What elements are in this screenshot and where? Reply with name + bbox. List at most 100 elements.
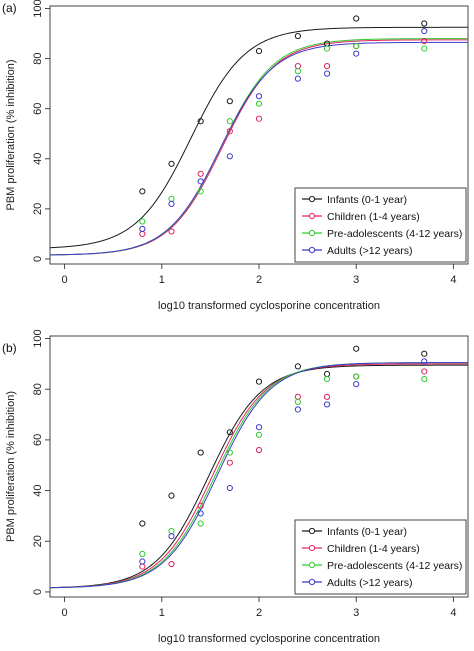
data-point xyxy=(226,459,233,466)
data-point xyxy=(139,230,146,238)
y-tick-label: 20 xyxy=(32,535,44,547)
panel-label: (b) xyxy=(2,341,17,355)
data-point xyxy=(197,170,204,177)
legend-label: Infants (0-1 year) xyxy=(327,526,407,538)
data-point xyxy=(226,449,233,456)
legend-marker xyxy=(308,561,316,569)
x-tick-label: 3 xyxy=(353,274,359,286)
data-point xyxy=(353,381,360,388)
data-point xyxy=(294,398,301,405)
data-point xyxy=(226,128,233,135)
data-point xyxy=(139,550,146,558)
x-tick-label: 0 xyxy=(62,274,68,286)
legend-label: Pre-adolescents (4-12 years) xyxy=(327,228,462,240)
data-point xyxy=(168,533,175,540)
y-tick-label: 20 xyxy=(32,203,44,215)
data-point xyxy=(353,345,360,352)
x-tick-label: 2 xyxy=(256,274,262,286)
data-point xyxy=(139,218,146,225)
y-tick-label: 0 xyxy=(32,589,44,595)
y-tick-label: 0 xyxy=(32,256,44,262)
y-tick-label: 60 xyxy=(32,103,44,115)
legend-label: Adults (>12 years) xyxy=(327,577,413,589)
data-point xyxy=(255,446,263,454)
legend-label: Children (1-4 years) xyxy=(327,211,420,223)
data-point xyxy=(139,520,146,527)
data-point xyxy=(353,50,360,57)
x-tick-label: 2 xyxy=(256,607,262,619)
data-point xyxy=(255,424,263,431)
legend-marker xyxy=(308,246,316,254)
data-point xyxy=(255,47,263,55)
data-point xyxy=(421,37,428,45)
legend: Infants (0-1 year) Children (1-4 years) Pr… xyxy=(294,187,467,263)
x-axis-title: log10 transformed cyclosporine concentra… xyxy=(158,633,380,645)
data-point xyxy=(421,350,428,357)
fit-curve xyxy=(49,364,468,589)
legend-box xyxy=(294,187,467,263)
data-point xyxy=(197,118,204,125)
data-point xyxy=(197,510,204,517)
legend-marker xyxy=(308,544,316,552)
data-point xyxy=(294,363,301,370)
data-point xyxy=(323,370,331,378)
data-point xyxy=(323,393,331,400)
data-point xyxy=(421,358,428,365)
data-point xyxy=(353,42,360,50)
y-tick-label: 40 xyxy=(32,153,44,165)
y-tick-label: 100 xyxy=(32,0,44,18)
y-tick-label: 80 xyxy=(32,383,44,395)
data-point xyxy=(139,188,146,195)
data-point xyxy=(226,153,233,160)
data-point xyxy=(294,75,301,82)
y-tick-label: 80 xyxy=(32,52,44,64)
legend-label: Pre-adolescents (4-12 years) xyxy=(327,560,462,572)
legend-marker xyxy=(308,195,316,203)
data-point xyxy=(294,406,301,413)
data-point xyxy=(421,45,428,52)
data-point xyxy=(197,520,204,527)
data-point xyxy=(255,378,263,385)
legend-label: Children (1-4 years) xyxy=(327,543,420,555)
fit-curve xyxy=(49,41,468,256)
data-point xyxy=(323,70,331,77)
legend-marker xyxy=(308,229,316,237)
data-point xyxy=(197,188,204,195)
fit-curve xyxy=(49,363,468,589)
data-point xyxy=(255,93,263,100)
data-point xyxy=(323,45,331,52)
fit-curve xyxy=(49,26,468,249)
data-point xyxy=(421,20,428,27)
data-point xyxy=(168,200,175,207)
data-point xyxy=(168,492,175,499)
data-point xyxy=(323,375,331,383)
data-point xyxy=(226,98,233,105)
legend-box xyxy=(294,519,467,595)
data-point xyxy=(421,368,428,375)
data-point xyxy=(226,484,233,492)
data-point xyxy=(168,160,175,167)
y-axis-title: PBM proliferation (% inhibition) xyxy=(5,59,17,210)
legend-marker xyxy=(308,527,316,535)
data-point xyxy=(323,63,331,70)
data-point xyxy=(226,118,233,125)
data-point xyxy=(255,431,263,438)
data-point xyxy=(294,393,301,400)
data-point xyxy=(197,449,204,456)
data-point xyxy=(197,502,204,509)
x-tick-label: 3 xyxy=(353,607,359,619)
data-point xyxy=(197,178,204,185)
legend-label: Adults (>12 years) xyxy=(327,245,413,257)
x-tick-label: 4 xyxy=(450,274,456,286)
data-point xyxy=(255,115,263,122)
y-axis-title: PBM proliferation (% inhibition) xyxy=(5,391,17,542)
data-point xyxy=(421,375,428,383)
data-point xyxy=(353,373,360,380)
legend: Infants (0-1 year) Children (1-4 years) Pr… xyxy=(294,519,467,595)
legend-marker xyxy=(308,212,316,220)
x-axis-title: log10 transformed cyclosporine concentra… xyxy=(158,300,380,312)
x-tick-label: 0 xyxy=(62,607,68,619)
